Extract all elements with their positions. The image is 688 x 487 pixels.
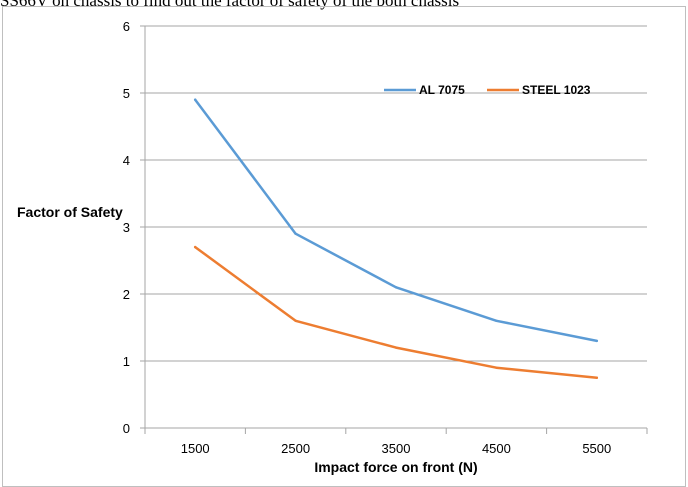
legend-label-steel-1023: STEEL 1023: [522, 83, 591, 97]
series-line-steel-1023: [193, 245, 599, 379]
figure-caption: SS66V on chassis to find out the factor …: [0, 0, 460, 10]
data-point-al-7075-5500: [595, 339, 598, 343]
x-tick-label-2500: 2500: [281, 441, 310, 456]
x-axis-title: Impact force on front (N): [314, 459, 477, 475]
legend-label-al-7075: AL 7075: [419, 83, 465, 97]
y-tick-labels: 0 1 2 3 4 5 6: [123, 19, 130, 436]
x-tick-label-1500: 1500: [181, 441, 210, 456]
y-tick-label-0: 0: [123, 421, 130, 436]
y-tick-label-2: 2: [123, 287, 130, 302]
x-tick-label-5500: 5500: [582, 441, 611, 456]
y-tick-label-5: 5: [123, 86, 130, 101]
data-point-steel-1023-5500: [595, 376, 598, 379]
data-point-steel-1023-4500: [495, 366, 498, 369]
y-tick-label-4: 4: [123, 153, 130, 168]
x-tick-labels: 1500 2500 3500 4500 5500: [181, 441, 612, 456]
axes: [140, 25, 648, 434]
y-axis-title: Factor of Safety: [17, 204, 123, 220]
y-tick-label-3: 3: [123, 220, 130, 235]
x-tick-label-4500: 4500: [482, 441, 511, 456]
legend: AL 7075 STEEL 1023: [384, 83, 591, 97]
y-tick-label-6: 6: [123, 19, 130, 34]
series-lines: [193, 98, 599, 379]
data-point-al-7075-2500: [294, 232, 297, 235]
data-point-steel-1023-1500: [194, 245, 197, 249]
data-point-steel-1023-3500: [394, 346, 398, 349]
series-line-al-7075: [193, 98, 599, 343]
data-point-al-7075-4500: [495, 319, 498, 322]
data-point-al-7075-1500: [194, 98, 197, 101]
data-point-al-7075-3500: [394, 286, 398, 289]
gridlines: [145, 25, 647, 362]
x-tick-label-3500: 3500: [382, 441, 411, 456]
data-point-steel-1023-2500: [294, 319, 297, 322]
y-tick-label-1: 1: [123, 354, 130, 369]
